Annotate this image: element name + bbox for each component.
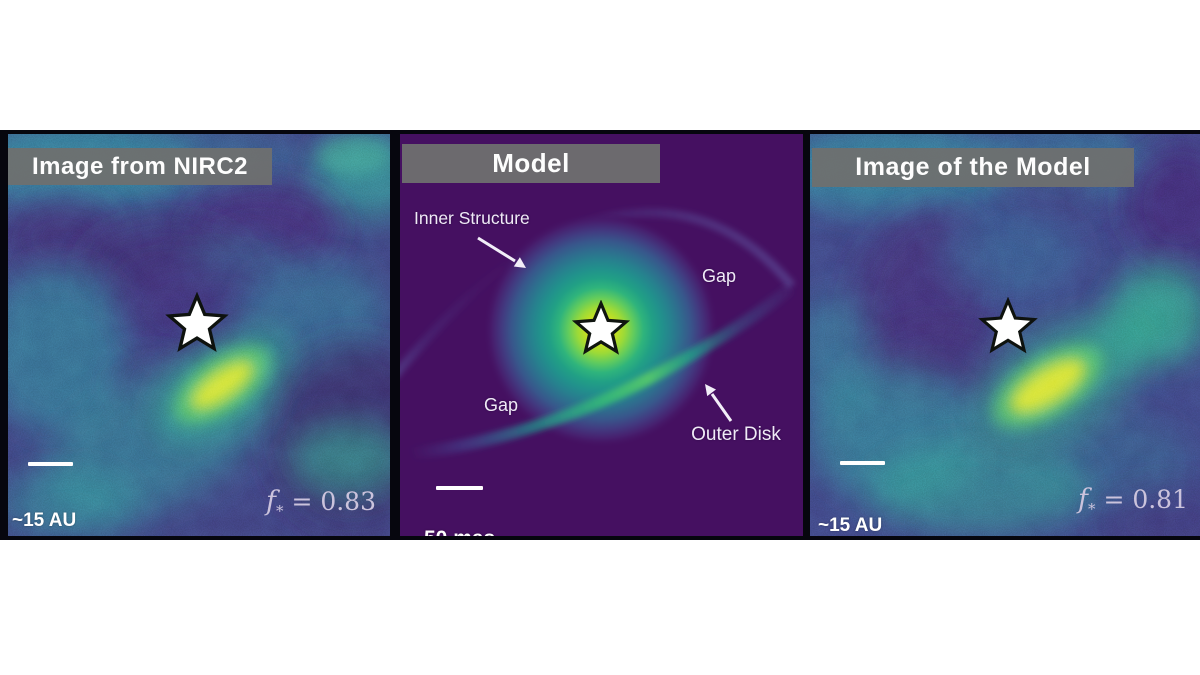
- annotation-arrows: [477, 236, 733, 422]
- scale-au-label: ~15 AU: [12, 510, 77, 531]
- scale-bar: [840, 461, 885, 465]
- stellar-flux-label: f* = 0.83: [266, 486, 376, 520]
- scale-bar-label: ~15 AU 50 mas: [818, 481, 882, 536]
- scale-bar-label: ~15 AU 50 mas: [12, 476, 76, 536]
- inner-structure-label: Inner Structure: [414, 208, 530, 228]
- star-icon: [165, 292, 229, 353]
- panel-title-bar: Image from NIRC2: [8, 148, 272, 185]
- panel-image-of-the-model: Image of the Model ~15 AU 50 mas f* = 0.…: [810, 134, 1200, 536]
- flux-symbol: f: [1077, 484, 1088, 515]
- scale-bar: [28, 462, 73, 466]
- scale-au-label: ~15 AU: [818, 515, 883, 536]
- panel-model: Model Inner Structure Gap Gap Outer Disk…: [400, 134, 803, 536]
- flux-subscript: *: [1087, 500, 1096, 518]
- panel-title-bar: Model: [402, 144, 660, 183]
- flux-value: = 0.81: [1103, 485, 1188, 514]
- flux-value: = 0.83: [291, 487, 376, 516]
- flux-symbol: f: [265, 486, 276, 517]
- three-panel-figure: Image from NIRC2 ~15 AU 50 mas f* = 0.83: [0, 130, 1200, 540]
- outer-disk-arrow-icon: [705, 384, 733, 422]
- stellar-flux-label: f* = 0.81: [1078, 484, 1188, 518]
- panel-image-from-nirc2: Image from NIRC2 ~15 AU 50 mas f* = 0.83: [8, 134, 390, 536]
- scale-bar-label: 50 mas: [424, 494, 495, 536]
- star-icon: [571, 300, 631, 355]
- panel-title-bar: Image of the Model: [812, 148, 1134, 187]
- flux-subscript: *: [275, 502, 284, 520]
- scale-bar: [436, 486, 483, 490]
- panel-title: Image of the Model: [855, 153, 1091, 181]
- panel-title: Model: [492, 148, 570, 178]
- panel-title: Image from NIRC2: [31, 152, 249, 180]
- gap-upper-label: Gap: [701, 266, 737, 286]
- star-icon: [978, 297, 1038, 354]
- scale-mas-label: 50 mas: [424, 528, 495, 536]
- inner-structure-arrow-icon: [477, 236, 526, 268]
- outer-disk-label: Outer Disk: [691, 424, 781, 445]
- gap-lower-label: Gap: [483, 395, 519, 415]
